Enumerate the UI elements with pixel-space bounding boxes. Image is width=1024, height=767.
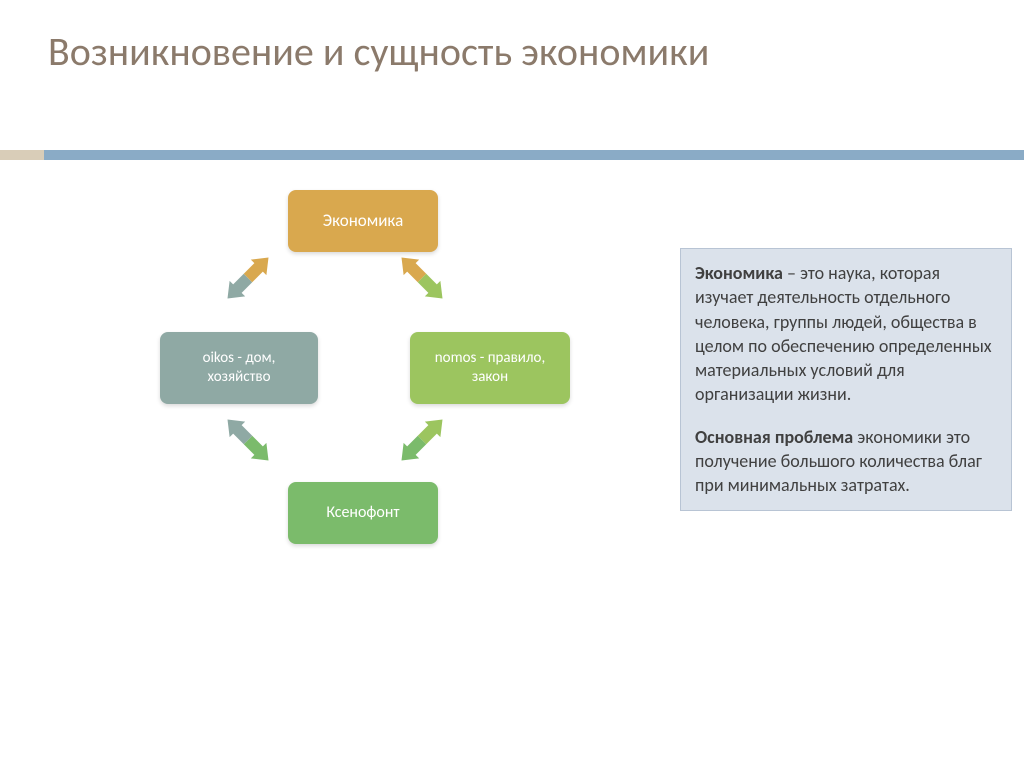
definition-paragraph: Экономика – это наука, которая изучает д… — [695, 261, 997, 407]
cycle-diagram: Экономика nomos - правило, закон Ксенофонт… — [100, 180, 580, 620]
diagram-node-right: nomos - правило, закон — [410, 332, 570, 404]
accent-left — [0, 150, 44, 160]
definition-box: Экономика – это наука, которая изучает д… — [680, 248, 1012, 511]
page-title: Возникновение и сущность экономики — [48, 28, 709, 76]
accent-bar — [0, 150, 1024, 160]
diagram-node-left: oikos - дом, хозяйство — [160, 332, 318, 404]
problem-paragraph: Основная проблема экономики это получени… — [695, 425, 997, 498]
diagram-node-top: Экономика — [288, 190, 438, 252]
diagram-node-bottom: Ксенофонт — [288, 482, 438, 544]
diagram-arrow — [392, 410, 453, 471]
diagram-arrow — [218, 248, 279, 309]
definition-term: Экономика — [695, 262, 783, 284]
diagram-arrow — [218, 410, 279, 471]
diagram-arrow — [392, 248, 453, 309]
problem-term: Основная проблема — [695, 426, 853, 448]
accent-right — [44, 150, 1024, 160]
